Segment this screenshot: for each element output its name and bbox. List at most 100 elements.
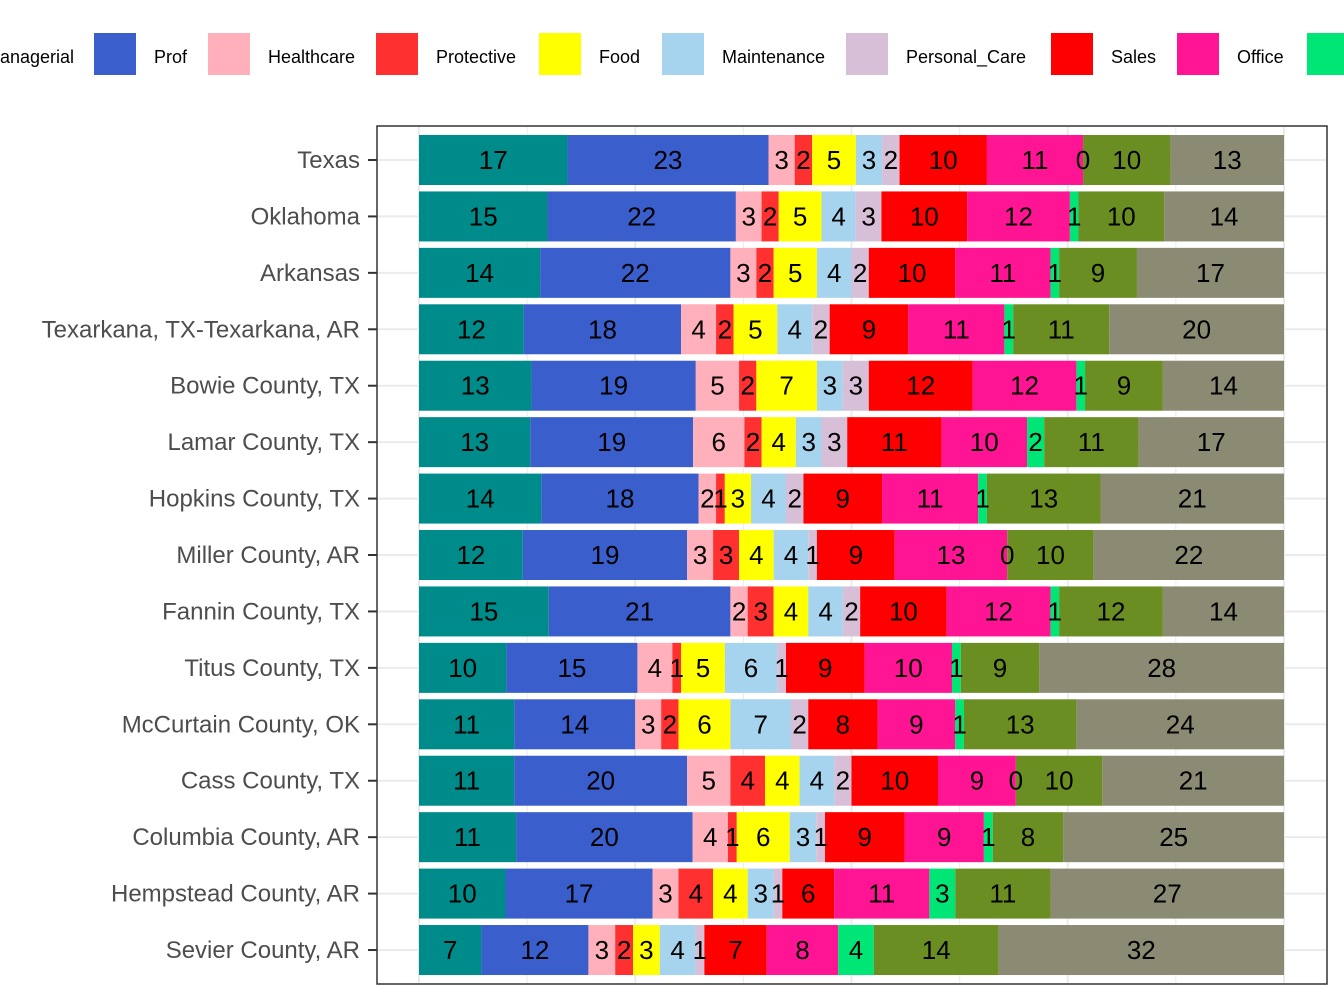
bar-segment (808, 530, 817, 581)
data-label: 19 (597, 427, 626, 457)
bar-segment (785, 642, 865, 693)
bar-segment (747, 586, 774, 637)
legend-item-managerial: anagerial (0, 47, 74, 67)
data-label: 21 (1179, 766, 1208, 796)
bar-segment (773, 868, 783, 919)
category-label: Lamar County, TX (167, 429, 360, 456)
bar-segment (1050, 586, 1060, 637)
data-label: 4 (818, 596, 832, 626)
category-label: Texarkana, TX-Texarkana, AR (42, 316, 360, 343)
bar-segment (419, 191, 548, 242)
data-label: 4 (787, 314, 801, 344)
bar-row-miller-county-ar: 12 19 3 3 4 4 1 9 13 0 10 22 (419, 530, 1284, 581)
bar-segment (873, 925, 999, 976)
data-label: 2 (746, 427, 760, 457)
data-label: 17 (1197, 427, 1226, 457)
data-label: 1 (981, 822, 995, 852)
bar-segment (747, 868, 774, 919)
bar-segment (733, 304, 778, 355)
bar-segment (736, 812, 790, 863)
bar-segment (419, 304, 524, 355)
data-label: 1 (670, 653, 684, 683)
legend-label: Maintenance (722, 47, 825, 67)
data-label: 10 (448, 653, 477, 683)
data-label: 12 (1004, 201, 1033, 231)
bar-row-mccurtain-county-ok: 11 14 3 2 6 7 2 8 9 1 13 24 (419, 699, 1284, 750)
data-label: 3 (639, 935, 653, 965)
bar-segment (882, 473, 979, 524)
data-label: 3 (719, 540, 733, 570)
data-label: 21 (1178, 484, 1207, 514)
data-label: 3 (658, 879, 672, 909)
data-label: 13 (1006, 709, 1035, 739)
bar-segment (735, 191, 762, 242)
data-label: 24 (1166, 709, 1195, 739)
bar-segment (946, 586, 1051, 637)
data-label: 1 (949, 653, 963, 683)
bar-segment (894, 530, 1008, 581)
bar-row-bowie-county-tx: 13 19 5 2 7 3 3 12 12 1 9 14 (419, 360, 1284, 411)
bar-segment (851, 755, 938, 806)
data-label: 2 (787, 484, 801, 514)
bar-segment (1004, 304, 1014, 355)
data-label: 22 (627, 201, 656, 231)
bar-segment (756, 247, 774, 298)
data-label: 20 (590, 822, 619, 852)
data-label: 3 (827, 427, 841, 457)
bar-segment (955, 699, 964, 750)
data-label: 9 (993, 653, 1007, 683)
category-label: Titus County, TX (184, 655, 360, 682)
bar-segment (842, 360, 869, 411)
data-label: 3 (753, 879, 767, 909)
bar-segment (730, 755, 765, 806)
legend-label: anagerial (0, 47, 74, 67)
bar-segment (724, 473, 752, 524)
bar-segment (695, 360, 740, 411)
category-label: Fannin County, TX (162, 598, 360, 625)
legend-item-sales: Sales (1051, 33, 1156, 75)
bar-row-columbia-county-ar: 11 20 4 1 6 3 1 9 9 1 8 25 (419, 812, 1284, 863)
bar-segment (727, 812, 737, 863)
data-label: 20 (1182, 314, 1211, 344)
data-label: 9 (862, 314, 876, 344)
data-label: 19 (599, 371, 628, 401)
legend-item-series-10 (1307, 33, 1344, 75)
data-label: 4 (784, 540, 798, 570)
data-label: 3 (736, 258, 750, 288)
data-label: 11 (1048, 314, 1075, 344)
bar-segment (637, 642, 673, 693)
data-label: 3 (796, 822, 810, 852)
bar-row-hopkins-county-tx: 14 18 21 3 4 2 9 11 1 13 21 (419, 473, 1284, 524)
data-label: 10 (880, 766, 909, 796)
bar-segment (1059, 586, 1163, 637)
category-label: Cass County, TX (181, 768, 360, 795)
data-label: 2 (718, 314, 732, 344)
bar-segment (681, 642, 725, 693)
data-label: 9 (1091, 258, 1105, 288)
legend-label: Office (1237, 47, 1284, 67)
bar-segment (505, 868, 653, 919)
data-label: 4 (849, 935, 863, 965)
data-label: 8 (795, 935, 809, 965)
bar-segment (951, 642, 961, 693)
bar-segment (548, 586, 731, 637)
bar-segment (588, 925, 616, 976)
data-label: 4 (827, 258, 841, 288)
data-label: 5 (827, 145, 841, 175)
data-label: 3 (741, 201, 755, 231)
bar-segment (1138, 417, 1284, 468)
legend-label: Prof (154, 47, 188, 67)
data-label: 22 (621, 258, 650, 288)
data-label: 12 (457, 314, 486, 344)
bar-row-sevier-county-ar: 7 12 3 2 3 4 1 7 8 4 14 32 (419, 925, 1284, 976)
bar-segment (419, 473, 542, 524)
data-label: 4 (691, 314, 705, 344)
bar-segment (1170, 135, 1284, 185)
bar-segment (868, 360, 973, 411)
data-label: 1 (952, 709, 966, 739)
bar-segment (834, 868, 930, 919)
legend-label: Protective (436, 47, 516, 67)
data-label: 11 (1078, 427, 1105, 457)
data-label: 7 (779, 371, 793, 401)
